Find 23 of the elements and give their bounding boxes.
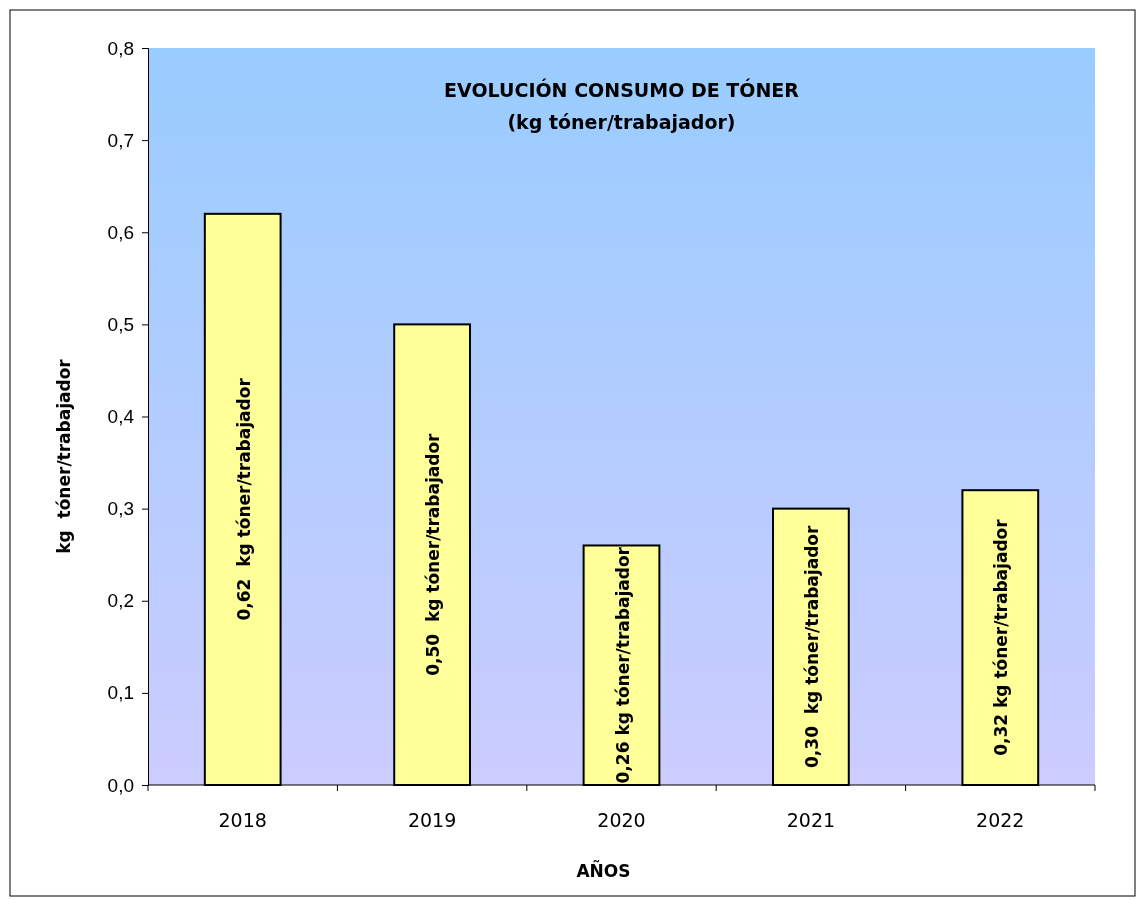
y-tick-label: 0,4 — [107, 406, 135, 428]
data-label: 0,26 kg tóner/trabajador — [612, 546, 633, 784]
text: (kg tóner/trabajador) — [507, 111, 736, 133]
y-tick-label: 0,1 — [107, 682, 134, 704]
y-tick-label: 0,0 — [107, 774, 134, 796]
x-axis-title: AÑOS — [576, 859, 631, 881]
y-tick-label: 0,7 — [107, 129, 134, 151]
x-tick-label: 2019 — [407, 809, 457, 831]
data-label: 0,30 kg tóner/trabajador — [801, 525, 822, 768]
y-axis-title: kg tóner/trabajador — [54, 358, 74, 554]
y-tick-label: 0,2 — [107, 590, 134, 612]
x-tick-label: 2018 — [218, 809, 267, 831]
text: EVOLUCIÓN CONSUMO DE TÓNER — [444, 78, 800, 101]
y-tick-label: 0,6 — [107, 221, 134, 243]
y-tick-label: 0,8 — [107, 37, 134, 59]
data-label: 0,50 kg tóner/trabajador — [423, 432, 444, 676]
data-label: 0,62 kg tóner/trabajador — [233, 377, 254, 621]
x-tick-label: 2021 — [786, 809, 836, 831]
x-tick-label: 2022 — [976, 809, 1025, 831]
x-tick-label: 2020 — [597, 809, 646, 831]
y-tick-label: 0,3 — [107, 498, 134, 520]
data-label: 0,32 kg tóner/trabajador — [991, 518, 1012, 756]
y-tick-label: 0,5 — [107, 313, 134, 335]
